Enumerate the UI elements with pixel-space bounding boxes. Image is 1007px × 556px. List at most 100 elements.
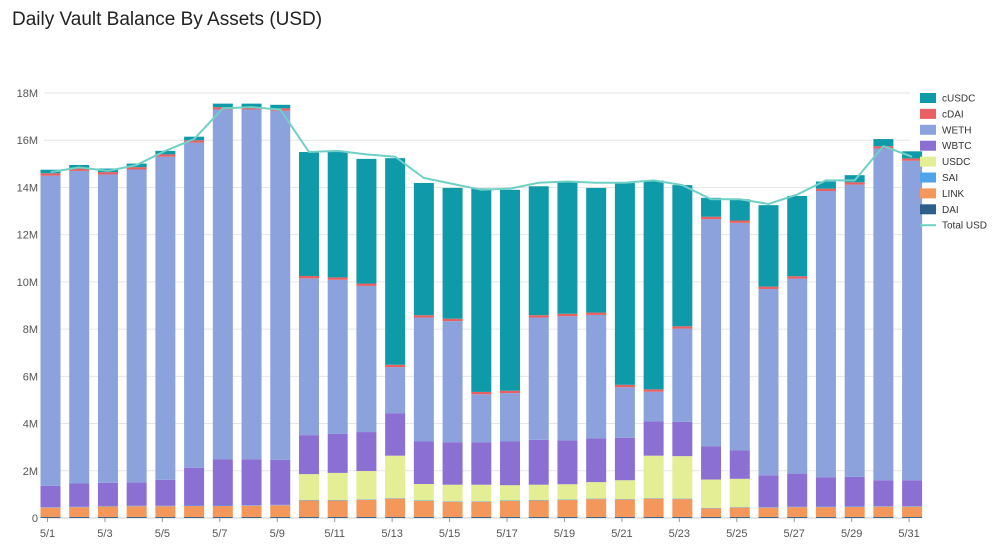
bar-LINK-5/17[interactable]	[500, 501, 521, 518]
legend-item-cusdc[interactable]: cUSDC	[920, 93, 975, 105]
bar-WETH-5/31[interactable]	[902, 160, 923, 481]
bar-stack-5/17[interactable]	[500, 189, 521, 518]
bar-WETH-5/22[interactable]	[643, 391, 664, 422]
bar-DAI-5/4[interactable]	[126, 517, 147, 518]
bar-stack-5/16[interactable]	[471, 188, 492, 518]
bar-DAI-5/30[interactable]	[873, 517, 894, 518]
bar-WBTC-5/10[interactable]	[298, 435, 319, 475]
bar-stack-5/7[interactable]	[212, 103, 233, 518]
bar-USDC-5/22[interactable]	[643, 455, 664, 499]
bar-WETH-5/7[interactable]	[212, 109, 233, 460]
bar-DAI-5/24[interactable]	[701, 517, 722, 518]
bar-cUSDC-5/12[interactable]	[356, 158, 377, 284]
bar-WETH-5/11[interactable]	[327, 279, 348, 434]
bar-DAI-5/17[interactable]	[500, 517, 521, 518]
bar-stack-5/4[interactable]	[126, 163, 147, 518]
bar-cDAI-5/24[interactable]	[701, 216, 722, 220]
bar-DAI-5/25[interactable]	[729, 517, 750, 518]
bar-WBTC-5/30[interactable]	[873, 480, 894, 507]
bar-WETH-5/4[interactable]	[126, 169, 147, 483]
bar-WETH-5/28[interactable]	[815, 190, 836, 478]
bar-DAI-5/3[interactable]	[97, 517, 118, 518]
bar-stack-5/20[interactable]	[586, 187, 607, 518]
bar-LINK-5/10[interactable]	[298, 500, 319, 518]
bar-cUSDC-5/9[interactable]	[270, 104, 291, 109]
bar-WBTC-5/5[interactable]	[155, 479, 176, 506]
bar-cUSDC-5/27[interactable]	[787, 195, 808, 277]
bar-cDAI-5/31[interactable]	[902, 158, 923, 161]
bar-DAI-5/20[interactable]	[586, 517, 607, 518]
bar-DAI-5/26[interactable]	[758, 517, 779, 518]
bar-cDAI-5/21[interactable]	[614, 384, 635, 388]
bar-cUSDC-5/20[interactable]	[586, 187, 607, 313]
bar-stack-5/25[interactable]	[729, 199, 750, 518]
bar-WBTC-5/28[interactable]	[815, 477, 836, 507]
bar-DAI-5/9[interactable]	[270, 517, 291, 518]
bar-cDAI-5/10[interactable]	[298, 275, 319, 279]
bar-cDAI-5/19[interactable]	[557, 313, 578, 317]
bar-LINK-5/18[interactable]	[528, 500, 549, 518]
bar-cUSDC-5/22[interactable]	[643, 180, 664, 390]
bar-DAI-5/14[interactable]	[413, 517, 434, 518]
bar-LINK-5/23[interactable]	[672, 499, 693, 518]
bar-USDC-5/12[interactable]	[356, 471, 377, 500]
bar-cUSDC-5/25[interactable]	[729, 199, 750, 221]
bar-cUSDC-5/10[interactable]	[298, 152, 319, 276]
bar-DAI-5/11[interactable]	[327, 517, 348, 518]
bar-WBTC-5/17[interactable]	[500, 441, 521, 486]
bar-stack-5/9[interactable]	[270, 104, 291, 518]
bar-cUSDC-5/14[interactable]	[413, 182, 434, 316]
bar-LINK-5/28[interactable]	[815, 507, 836, 518]
bar-cUSDC-5/15[interactable]	[442, 187, 463, 319]
bar-stack-5/13[interactable]	[385, 158, 406, 518]
bar-DAI-5/2[interactable]	[69, 517, 90, 518]
bar-cUSDC-5/28[interactable]	[815, 181, 836, 189]
bar-USDC-5/10[interactable]	[298, 474, 319, 501]
bar-stack-5/15[interactable]	[442, 187, 463, 518]
bar-stack-5/31[interactable]	[902, 151, 923, 518]
bar-WETH-5/10[interactable]	[298, 278, 319, 436]
bar-cDAI-5/16[interactable]	[471, 391, 492, 395]
bar-WETH-5/14[interactable]	[413, 317, 434, 442]
bar-WBTC-5/25[interactable]	[729, 450, 750, 479]
bar-cDAI-5/17[interactable]	[500, 390, 521, 394]
legend-item-link[interactable]: LINK	[920, 188, 965, 200]
bar-cDAI-5/4[interactable]	[126, 167, 147, 170]
bar-stack-5/27[interactable]	[787, 195, 808, 518]
bar-USDC-5/17[interactable]	[500, 485, 521, 501]
bar-WBTC-5/7[interactable]	[212, 459, 233, 506]
bar-cDAI-5/29[interactable]	[844, 182, 865, 185]
bar-WBTC-5/4[interactable]	[126, 482, 147, 506]
bar-USDC-5/15[interactable]	[442, 484, 463, 502]
legend-item-total-usd[interactable]: Total USD	[920, 221, 987, 232]
legend[interactable]: cUSDC cDAI WETH WBTC USDC SAI LINK DAI Total USD	[920, 93, 987, 232]
bar-stack-5/14[interactable]	[413, 182, 434, 518]
bar-LINK-5/12[interactable]	[356, 499, 377, 518]
bar-WETH-5/17[interactable]	[500, 393, 521, 442]
bar-DAI-5/29[interactable]	[844, 517, 865, 518]
bar-WBTC-5/26[interactable]	[758, 475, 779, 508]
bar-DAI-5/5[interactable]	[155, 517, 176, 518]
bar-WBTC-5/2[interactable]	[69, 483, 90, 507]
legend-item-wbtc[interactable]: WBTC	[920, 140, 971, 153]
bar-WBTC-5/12[interactable]	[356, 432, 377, 472]
bar-WBTC-5/23[interactable]	[672, 421, 693, 457]
bar-cUSDC-5/13[interactable]	[385, 158, 406, 365]
bar-WBTC-5/20[interactable]	[586, 438, 607, 483]
bar-WETH-5/1[interactable]	[40, 175, 61, 486]
bar-DAI-5/8[interactable]	[241, 517, 262, 518]
bar-cDAI-5/1[interactable]	[40, 173, 61, 176]
bar-LINK-5/6[interactable]	[184, 505, 205, 518]
bar-WBTC-5/27[interactable]	[787, 473, 808, 507]
bar-cUSDC-5/11[interactable]	[327, 152, 348, 278]
bar-WBTC-5/29[interactable]	[844, 476, 865, 507]
bar-cDAI-5/27[interactable]	[787, 276, 808, 279]
bar-LINK-5/4[interactable]	[126, 506, 147, 518]
bar-cUSDC-5/7[interactable]	[212, 103, 233, 108]
bar-cDAI-5/14[interactable]	[413, 315, 434, 318]
bar-cDAI-5/13[interactable]	[385, 364, 406, 368]
bar-cDAI-5/12[interactable]	[356, 283, 377, 286]
bar-LINK-5/29[interactable]	[844, 506, 865, 518]
bar-DAI-5/21[interactable]	[614, 517, 635, 518]
bar-DAI-5/13[interactable]	[385, 517, 406, 518]
